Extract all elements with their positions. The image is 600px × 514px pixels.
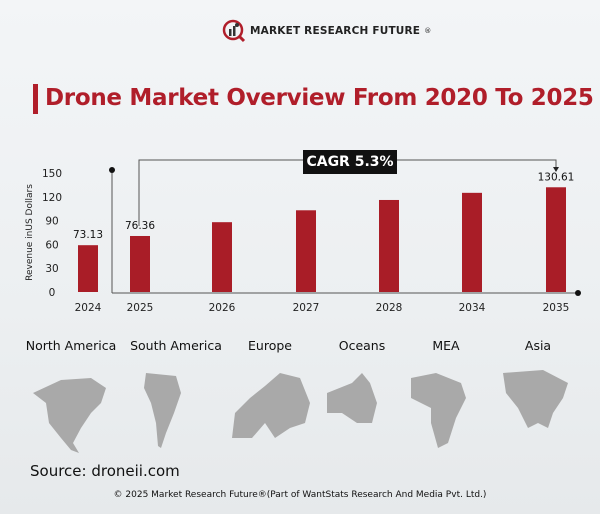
x-tick-label: 2034 xyxy=(459,302,486,314)
y-tick-label: 30 xyxy=(45,263,58,275)
logo-magnifier-icon xyxy=(222,19,246,43)
y-tick-label: 90 xyxy=(45,216,58,228)
y-tick-label: 60 xyxy=(45,239,58,251)
brand-name: MARKET RESEARCH FUTURE xyxy=(250,25,421,37)
cagr-label: CAGR 5.3% xyxy=(306,154,393,170)
region-map-icon xyxy=(33,378,106,453)
x-tick-label: 2025 xyxy=(127,302,154,314)
x-tick-label: 2035 xyxy=(543,302,570,314)
x-tick-label: 2028 xyxy=(376,302,403,314)
bar xyxy=(296,210,316,292)
source-text: Source: droneii.com xyxy=(30,462,180,480)
region-map-icon xyxy=(327,373,377,423)
title-accent-bar xyxy=(33,84,38,114)
y-tick-label: 0 xyxy=(49,287,56,299)
axis-end-dot xyxy=(109,167,115,173)
region-label: Oceans xyxy=(338,338,386,353)
bar xyxy=(462,192,482,292)
bar xyxy=(379,199,399,292)
bar xyxy=(130,235,150,292)
brand-logo: MARKET RESEARCH FUTURE ® xyxy=(222,19,431,43)
cagr-box xyxy=(303,150,397,174)
y-tick-label: 120 xyxy=(42,192,62,204)
data-label: 73.13 xyxy=(73,229,103,241)
cagr-arrow-icon xyxy=(553,167,559,172)
data-label: 76.36 xyxy=(125,220,155,232)
region-label: MEA xyxy=(432,338,460,353)
region-label: North America xyxy=(25,338,117,353)
x-tick-label: 2026 xyxy=(209,302,236,314)
y-tick-label: 150 xyxy=(42,168,62,180)
region-label: Asia xyxy=(524,338,552,353)
axis-end-dot xyxy=(575,290,581,296)
region-label: Europe xyxy=(248,338,292,353)
copyright-text: © 2025 Market Research Future®(Part of W… xyxy=(113,490,487,500)
region-map-icon xyxy=(411,373,466,448)
region-label: South America xyxy=(130,338,222,353)
y-axis-label: Revenue inUS Dollars xyxy=(25,184,35,281)
region-map-icon xyxy=(503,370,568,428)
registered-mark: ® xyxy=(424,27,432,35)
data-label: 130.61 xyxy=(538,171,575,183)
bar-chart: 0 30 60 90 120 150 Revenue inUS Dollars CAGR 5.… xyxy=(25,150,581,314)
x-tick-label: 2024 xyxy=(75,302,102,314)
region-map-icon xyxy=(144,373,181,448)
x-tick-label: 2027 xyxy=(293,302,320,314)
page-title: Drone Market Overview From 2020 To 2025 xyxy=(45,85,594,111)
region-map-icon xyxy=(232,373,310,438)
bar xyxy=(78,245,98,292)
bar xyxy=(212,222,232,292)
bar xyxy=(546,187,566,292)
